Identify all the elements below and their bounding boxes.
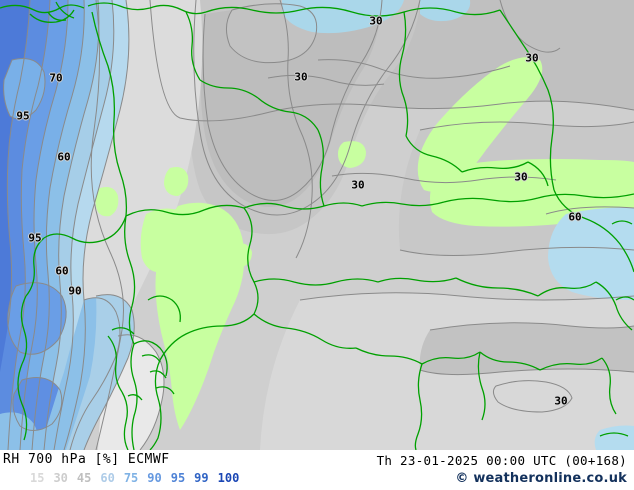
legend-step: 100 xyxy=(217,471,240,485)
contour-label: 90 xyxy=(68,284,82,298)
legend-step: 90 xyxy=(147,471,162,485)
fill-blue-topleft-lobe xyxy=(3,58,46,119)
contour-label: 30 xyxy=(525,51,539,65)
legend-step: 75 xyxy=(123,471,139,485)
legend-step: 60 xyxy=(100,471,115,485)
legend-step: 15 xyxy=(30,471,45,485)
contour-label: 30 xyxy=(514,170,528,184)
fill-blue-blacksea xyxy=(548,207,634,300)
map-svg xyxy=(0,0,634,450)
contour-label: 30 xyxy=(294,70,308,84)
contour-label: 60 xyxy=(57,150,71,164)
fill-yellowgreen-nw-small xyxy=(227,243,252,268)
contour-lines xyxy=(3,0,634,450)
fill-yellowgreen-alps-lobe xyxy=(140,208,189,273)
colour-scale-legend: 15 30 45 60 75 90 95 99 100 xyxy=(30,471,239,485)
fill-blue-se-small xyxy=(594,425,634,450)
valid-time-label: Th 23-01-2025 00:00 UTC (00+168) xyxy=(376,453,627,468)
contour-label: 60 xyxy=(568,210,582,224)
legend-step: 95 xyxy=(170,471,186,485)
fill-yellowgreen-mid-small-b xyxy=(164,167,189,196)
fill-gray-dark-se xyxy=(419,322,634,375)
contour-label: 30 xyxy=(554,394,568,408)
fill-yellowgreen-mid-small-a xyxy=(95,187,119,217)
contour-label: 30 xyxy=(351,178,365,192)
contour-label: 95 xyxy=(28,231,42,245)
map-footer: RH 700 hPa [%] ECMWF 15 30 45 60 75 90 95 99 100… xyxy=(0,450,634,490)
fill-blue-pocket-upper xyxy=(7,282,67,355)
fill-blue-ne-patch xyxy=(420,0,471,22)
country-borders xyxy=(0,1,634,450)
legend-step: 99 xyxy=(194,471,209,485)
contour-label: 95 xyxy=(16,109,30,123)
fill-yellowgreen-east-long xyxy=(430,159,634,227)
copyright-label: © weatheronline.co.uk xyxy=(455,471,627,486)
contour-label: 70 xyxy=(49,71,63,85)
legend-step: 45 xyxy=(76,471,92,485)
contour-label: 60 xyxy=(55,264,69,278)
fill-yellowgreen-east-belt xyxy=(417,57,543,192)
product-title: RH 700 hPa [%] ECMWF xyxy=(3,452,170,467)
fill-blue-coast-strip xyxy=(66,294,135,450)
contour-label: 30 xyxy=(369,14,383,28)
legend-step: 30 xyxy=(53,471,68,485)
map-canvas[interactable]: 70 95 60 95 60 90 30 30 30 30 30 60 30 xyxy=(0,0,634,450)
